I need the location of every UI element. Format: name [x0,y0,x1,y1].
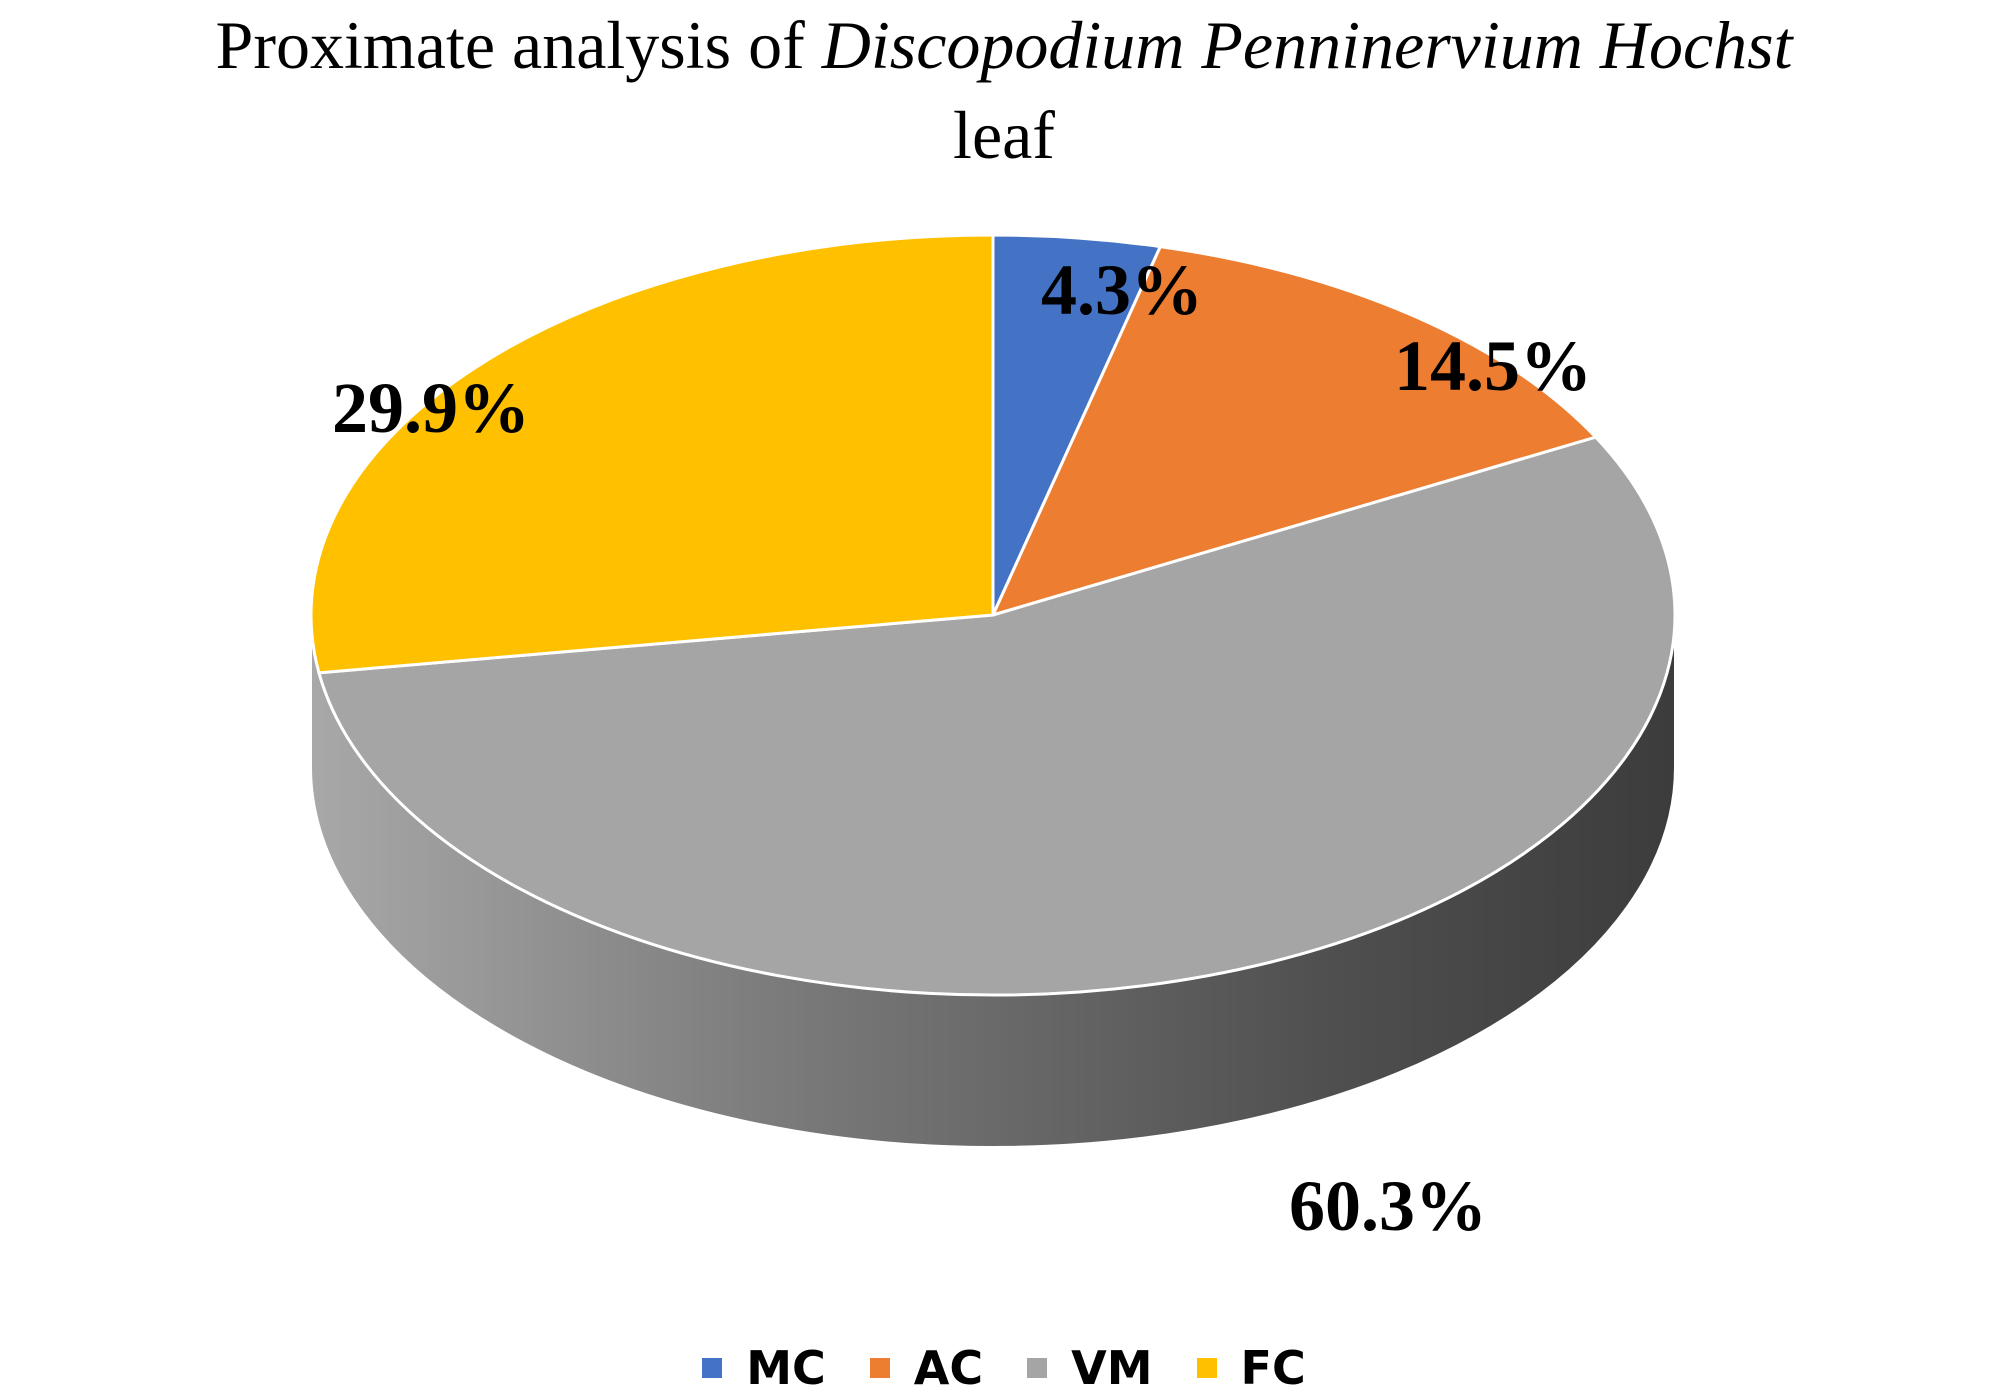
chart-title-prefix: Proximate analysis of [215,7,822,83]
legend-swatch-fc [1196,1358,1217,1378]
data-label-mc: 4.3% [1041,250,1203,330]
legend-swatch-mc [702,1358,723,1378]
pie-slice-ac [990,244,1599,618]
legend-label-mc: MC [746,1341,826,1395]
legend-item-mc: MC [702,1340,826,1396]
legend-label-fc: FC [1240,1341,1306,1395]
data-label-ac: 14.5% [1394,326,1592,406]
legend-item-vm: VM [1027,1340,1153,1396]
data-label-fc: 29.9% [332,368,530,448]
chart-title-species: Discopodium Penninervium Hochst [821,7,1793,83]
pie-slice-vm [317,435,1677,997]
legend-label-ac: AC [913,1341,984,1395]
legend-swatch-vm [1027,1358,1048,1378]
pie-labels: 4.3% 14.5% 60.3% 29.9% [332,250,1592,1246]
data-label-vm: 60.3% [1289,1166,1487,1246]
chart-title-suffix: leaf [953,97,1055,173]
pie-slice-fc [309,233,995,675]
legend-swatch-ac [869,1358,890,1378]
legend-label-vm: VM [1071,1341,1153,1395]
legend-item-ac: AC [869,1340,984,1396]
pie-slices [309,233,1677,997]
legend-item-fc: FC [1196,1340,1306,1396]
legend: MC AC VM FC [0,1340,2008,1396]
chart-title: Proximate analysis of Discopodium Pennin… [0,0,2008,180]
